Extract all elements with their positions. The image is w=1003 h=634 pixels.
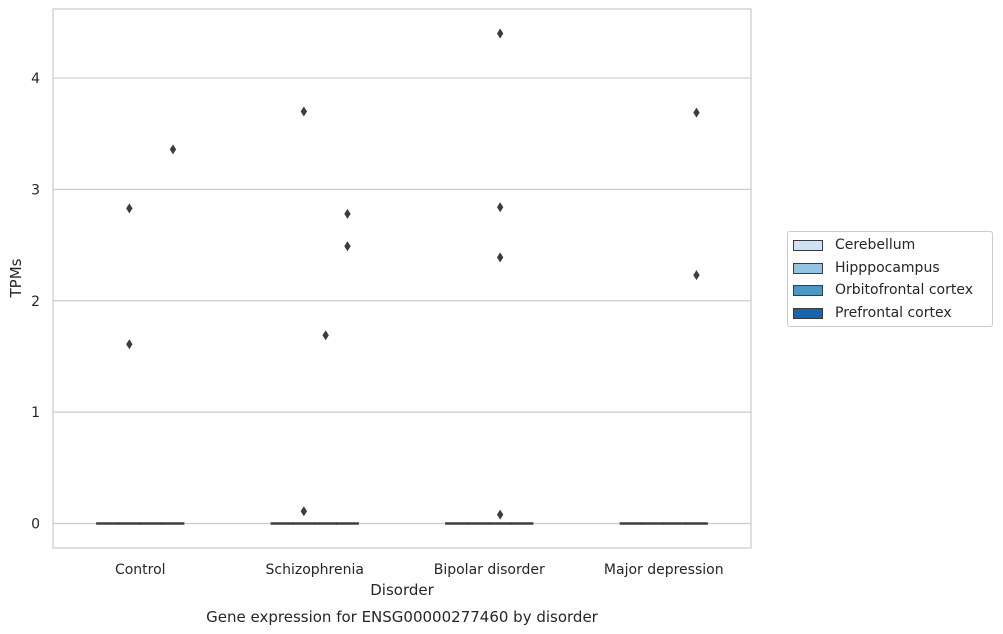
legend-label: Orbitofrontal cortex xyxy=(835,282,973,298)
y-tick-label: 2 xyxy=(31,294,40,310)
legend-swatch xyxy=(793,284,823,296)
chart-title: Gene expression for ENSG00000277460 by d… xyxy=(206,608,599,626)
box-series xyxy=(96,522,708,525)
y-tick-labels: 0 1 2 3 4 xyxy=(31,71,40,532)
legend-item-prefrontal-cortex: Prefrontal cortex xyxy=(793,303,952,323)
outlier-point xyxy=(496,252,504,263)
x-tick-label: Major depression xyxy=(604,562,724,578)
y-tick-label: 3 xyxy=(31,182,40,198)
outlier-point xyxy=(169,144,177,155)
legend-swatch xyxy=(793,239,823,251)
outlier-point xyxy=(300,106,308,117)
legend-item-hippocampus: Hipppocampus xyxy=(793,258,940,278)
x-tick-label: Schizophrenia xyxy=(266,562,364,578)
outlier-point xyxy=(344,208,351,219)
legend-item-orbitofrontal-cortex: Orbitofrontal cortex xyxy=(793,280,973,300)
outlier-point xyxy=(496,509,504,520)
x-tick-labels: Control Schizophrenia Bipolar disorder Majo… xyxy=(115,562,724,578)
legend-label: Prefrontal cortex xyxy=(835,305,952,321)
outlier-point xyxy=(126,339,133,350)
outlier-point xyxy=(344,241,351,252)
outlier-point xyxy=(496,28,504,39)
legend-item-cerebellum: Cerebellum xyxy=(793,235,915,255)
outlier-point xyxy=(300,506,308,517)
outlier-points xyxy=(126,28,700,520)
y-axis-label: TPMs xyxy=(7,258,25,298)
outlier-point xyxy=(693,107,700,118)
outlier-point xyxy=(693,270,700,281)
outlier-point xyxy=(496,202,504,213)
y-tick-label: 0 xyxy=(31,517,40,533)
legend: Cerebellum Hipppocampus Orbitofrontal co… xyxy=(787,231,993,327)
legend-swatch xyxy=(793,307,823,319)
outlier-point xyxy=(126,203,133,214)
legend-label: Hipppocampus xyxy=(835,260,940,276)
x-tick-label: Control xyxy=(115,562,166,578)
y-tick-label: 1 xyxy=(31,405,40,421)
y-tick-label: 4 xyxy=(31,71,40,87)
plot-area xyxy=(52,8,752,549)
x-axis-label: Disorder xyxy=(370,581,434,599)
legend-swatch xyxy=(793,262,823,274)
legend-label: Cerebellum xyxy=(835,237,916,253)
x-tick-label: Bipolar disorder xyxy=(434,562,545,578)
outlier-point xyxy=(322,330,329,341)
